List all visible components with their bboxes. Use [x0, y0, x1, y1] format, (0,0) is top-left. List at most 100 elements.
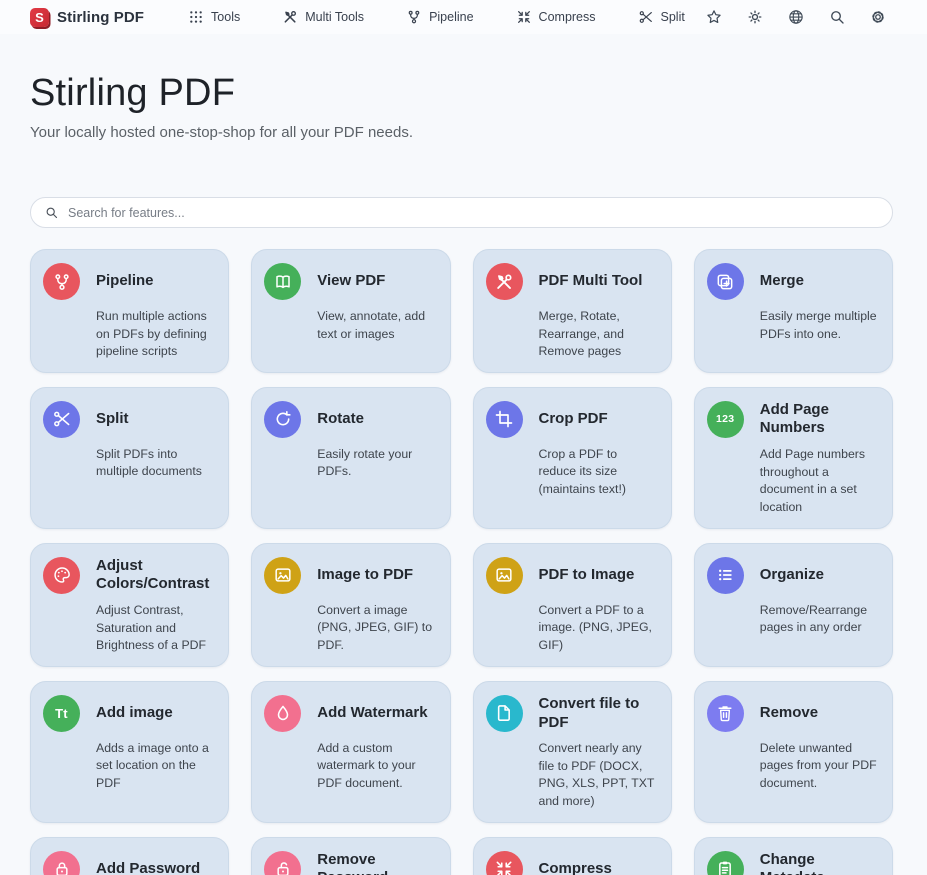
tool-card-description: Merge, Rotate, Rearrange, and Remove pag…: [538, 309, 624, 359]
nav-item-label: Compress: [538, 10, 596, 24]
clipboard-icon: [715, 859, 735, 875]
tool-card-title: PDF Multi Tool: [538, 272, 643, 290]
image-icon: [494, 565, 514, 585]
globe-icon[interactable]: [787, 8, 805, 26]
image-icon: [485, 556, 523, 594]
hero-section: Stirling PDF Your locally hosted one-sto…: [0, 34, 927, 141]
tool-card-description: Delete unwanted pages from your PDF docu…: [759, 740, 877, 790]
gear-icon[interactable]: [869, 8, 887, 26]
trash-icon: [706, 694, 744, 732]
tool-card-title: PDF to Image: [538, 565, 635, 583]
tool-card-crop-pdf[interactable]: Crop PDF Crop a PDF to reduce its size (m…: [472, 386, 672, 529]
tool-card-title: Remove: [759, 703, 819, 721]
tool-card-description: Convert a PDF to a image. (PNG, JPEG, GI…: [538, 602, 652, 652]
tool-card-title: View PDF: [317, 272, 386, 290]
merge-icon: [715, 272, 735, 292]
lock-icon: [43, 850, 80, 875]
trash-icon: [715, 703, 735, 723]
nav-item-multi-tools[interactable]: Multi Tools: [282, 9, 364, 25]
tool-card-description: Split PDFs into multiple documents: [96, 446, 202, 479]
sun-icon[interactable]: [746, 8, 764, 26]
top-navbar: S Stirling PDF Tools Multi Tools Pipeline C…: [0, 0, 927, 34]
book-icon: [273, 272, 293, 292]
compress-icon: [494, 859, 514, 875]
tool-card-description: View, annotate, add text or images: [317, 309, 426, 341]
clipboard-icon: [706, 850, 744, 875]
tool-card-merge[interactable]: Merge Easily merge multiple PDFs into one…: [693, 249, 893, 373]
search-input[interactable]: [68, 205, 879, 220]
tool-card-title: Split: [96, 409, 129, 427]
tool-card-image-to-pdf[interactable]: Image to PDF Convert a image (PNG, JPEG, …: [251, 542, 451, 667]
tool-card-change-metadata[interactable]: Change MetadataChange/Remove/Add metadat…: [693, 836, 893, 875]
tool-card-add-image[interactable]: Tt Add image Adds a image onto a set locat…: [30, 680, 230, 823]
palette-icon: [52, 565, 72, 585]
page-subtitle: Your locally hosted one-stop-shop for al…: [30, 124, 413, 141]
tool-card-pipeline[interactable]: Pipeline Run multiple actions on PDFs by …: [30, 249, 230, 373]
nav-item-label: Split: [660, 10, 685, 24]
tool-card-title: Organize: [759, 565, 824, 583]
tool-card-description: Adjust Contrast, Saturation and Brightne…: [96, 603, 207, 653]
file-icon: [494, 703, 514, 723]
tool-card-view-pdf[interactable]: View PDF View, annotate, add text or imag…: [251, 249, 451, 373]
tool-card-title: Change Metadata: [759, 850, 825, 875]
nav-item-label: Multi Tools: [305, 10, 365, 24]
tool-card-description: Run multiple actions on PDFs by defining…: [96, 309, 207, 359]
compress-icon: [516, 9, 532, 25]
rotate-icon: [273, 409, 293, 429]
tool-card-title: Convert file to PDF: [538, 694, 640, 731]
tool-card-title: Adjust Colors/Contrast: [96, 556, 210, 593]
pipeline-icon: [52, 272, 72, 292]
search-icon: [44, 205, 59, 220]
nav-item-split[interactable]: Split: [638, 9, 685, 25]
tool-card-description: Convert nearly any file to PDF (DOCX, PN…: [538, 741, 655, 809]
nav-item-label: Tools: [211, 10, 241, 24]
search-icon[interactable]: [828, 8, 846, 26]
tool-card-description: Remove/Rearrange pages in any order: [759, 602, 868, 635]
tool-card-adjust-colors-contrast[interactable]: Adjust Colors/Contrast Adjust Contrast, S…: [30, 542, 230, 667]
droplet-icon: [264, 694, 302, 732]
tool-card-convert-file-to-pdf[interactable]: Convert file to PDF Convert nearly any fi…: [472, 680, 672, 823]
tool-card-title: Merge: [759, 272, 804, 290]
brand[interactable]: S Stirling PDF: [30, 7, 144, 27]
star-icon[interactable]: [705, 8, 723, 26]
compress-icon: [485, 850, 523, 875]
tool-card-add-watermark[interactable]: Add Watermark Add a custom watermark to y…: [251, 680, 451, 823]
nav-item-pipeline[interactable]: Pipeline: [406, 9, 474, 25]
nav-item-compress[interactable]: Compress: [516, 9, 596, 25]
image-icon: [264, 556, 302, 594]
scissors-icon: [52, 409, 72, 429]
tool-card-pdf-to-image[interactable]: PDF to Image Convert a PDF to a image. (P…: [472, 542, 672, 667]
tool-card-title: Add Page Numbers: [759, 400, 829, 437]
tool-card-remove[interactable]: Remove Delete unwanted pages from your PD…: [693, 680, 893, 823]
tool-card-title: Image to PDF: [317, 565, 414, 583]
tools-icon: [494, 272, 514, 292]
tool-card-title: Add Password: [96, 859, 201, 875]
crop-icon: [494, 409, 514, 429]
tools-icon: [485, 263, 523, 300]
file-icon: [485, 694, 523, 732]
tool-card-description: Add a custom watermark to your PDF docum…: [317, 740, 416, 790]
tool-card-rotate[interactable]: Rotate Easily rotate your PDFs.: [251, 386, 451, 529]
nav-item-tools[interactable]: Tools: [188, 9, 240, 25]
merge-icon: [706, 263, 744, 300]
page-title: Stirling PDF: [30, 72, 236, 114]
tool-card-compress[interactable]: CompressCompress PDFs to reduce their fi…: [472, 836, 672, 875]
rotate-icon: [264, 400, 302, 438]
tool-card-title: Rotate: [317, 409, 364, 427]
palette-icon: [43, 556, 80, 594]
tool-card-pdf-multi-tool[interactable]: PDF Multi Tool Merge, Rotate, Rearrange, …: [472, 249, 672, 373]
tool-card-description: Adds a image onto a set location on the …: [96, 740, 209, 790]
feature-search-bar[interactable]: [30, 197, 893, 228]
tool-card-add-page-numbers[interactable]: 123 Add Page Numbers Add Page numbers thro…: [693, 386, 893, 529]
scissors-icon: [638, 9, 654, 25]
tool-card-add-password[interactable]: Add PasswordEncrypt your PDF document wi…: [30, 836, 230, 875]
text-icon: Tt: [43, 694, 80, 732]
unlock-icon: [273, 859, 293, 875]
tool-card-description: Easily merge multiple PDFs into one.: [759, 309, 877, 341]
tool-card-title: Compress: [538, 859, 612, 875]
lock-icon: [52, 859, 72, 875]
tool-card-organize[interactable]: Organize Remove/Rearrange pages in any or…: [693, 542, 893, 667]
tool-card-split[interactable]: Split Split PDFs into multiple documents: [30, 386, 230, 529]
text-icon: Tt: [55, 705, 68, 721]
